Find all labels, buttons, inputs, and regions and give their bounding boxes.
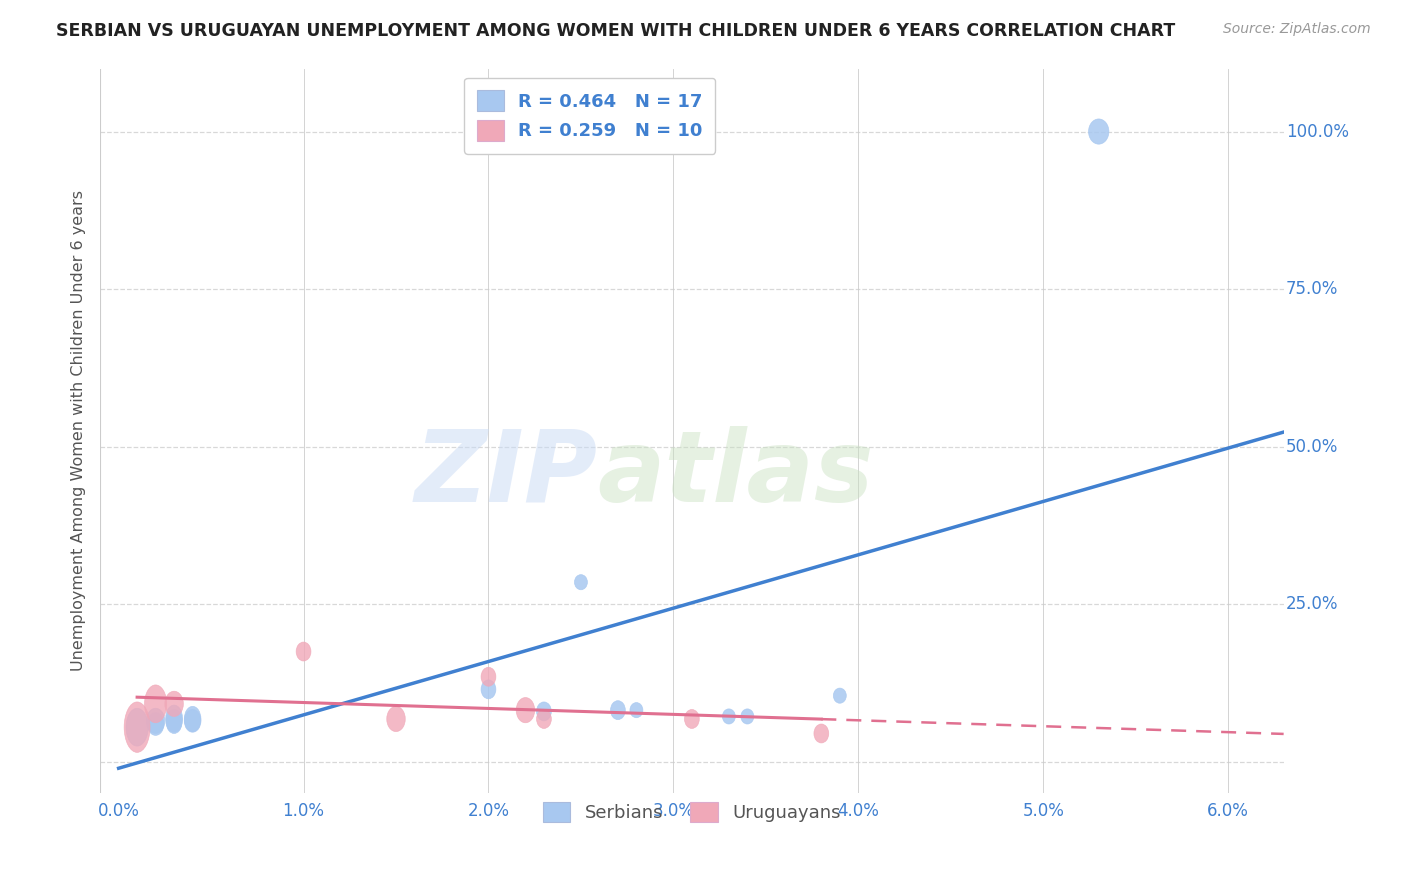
- Ellipse shape: [537, 702, 551, 721]
- Ellipse shape: [297, 642, 311, 661]
- Text: 100.0%: 100.0%: [1286, 122, 1348, 141]
- Text: 25.0%: 25.0%: [1286, 595, 1339, 614]
- Ellipse shape: [610, 701, 626, 720]
- Text: Source: ZipAtlas.com: Source: ZipAtlas.com: [1223, 22, 1371, 37]
- Text: SERBIAN VS URUGUAYAN UNEMPLOYMENT AMONG WOMEN WITH CHILDREN UNDER 6 YEARS CORREL: SERBIAN VS URUGUAYAN UNEMPLOYMENT AMONG …: [56, 22, 1175, 40]
- Text: ZIP: ZIP: [415, 425, 598, 523]
- Ellipse shape: [481, 667, 496, 686]
- Legend: Serbians, Uruguayans: Serbians, Uruguayans: [530, 789, 853, 835]
- Ellipse shape: [145, 685, 167, 723]
- Ellipse shape: [387, 706, 405, 731]
- Ellipse shape: [481, 680, 496, 698]
- Ellipse shape: [516, 698, 534, 723]
- Ellipse shape: [1088, 119, 1109, 145]
- Ellipse shape: [166, 709, 183, 732]
- Ellipse shape: [184, 706, 201, 731]
- Y-axis label: Unemployment Among Women with Children Under 6 years: Unemployment Among Women with Children U…: [72, 190, 86, 672]
- Ellipse shape: [124, 702, 150, 752]
- Ellipse shape: [184, 709, 201, 732]
- Ellipse shape: [741, 709, 754, 724]
- Text: 75.0%: 75.0%: [1286, 280, 1339, 298]
- Ellipse shape: [723, 709, 735, 724]
- Ellipse shape: [814, 724, 828, 743]
- Ellipse shape: [146, 708, 165, 733]
- Ellipse shape: [575, 574, 588, 590]
- Ellipse shape: [630, 703, 643, 718]
- Ellipse shape: [165, 691, 183, 716]
- Ellipse shape: [148, 713, 165, 735]
- Ellipse shape: [167, 714, 181, 733]
- Ellipse shape: [537, 709, 551, 729]
- Text: 50.0%: 50.0%: [1286, 438, 1339, 456]
- Text: atlas: atlas: [598, 425, 873, 523]
- Ellipse shape: [166, 705, 183, 731]
- Ellipse shape: [685, 709, 699, 729]
- Ellipse shape: [127, 708, 148, 746]
- Ellipse shape: [834, 688, 846, 703]
